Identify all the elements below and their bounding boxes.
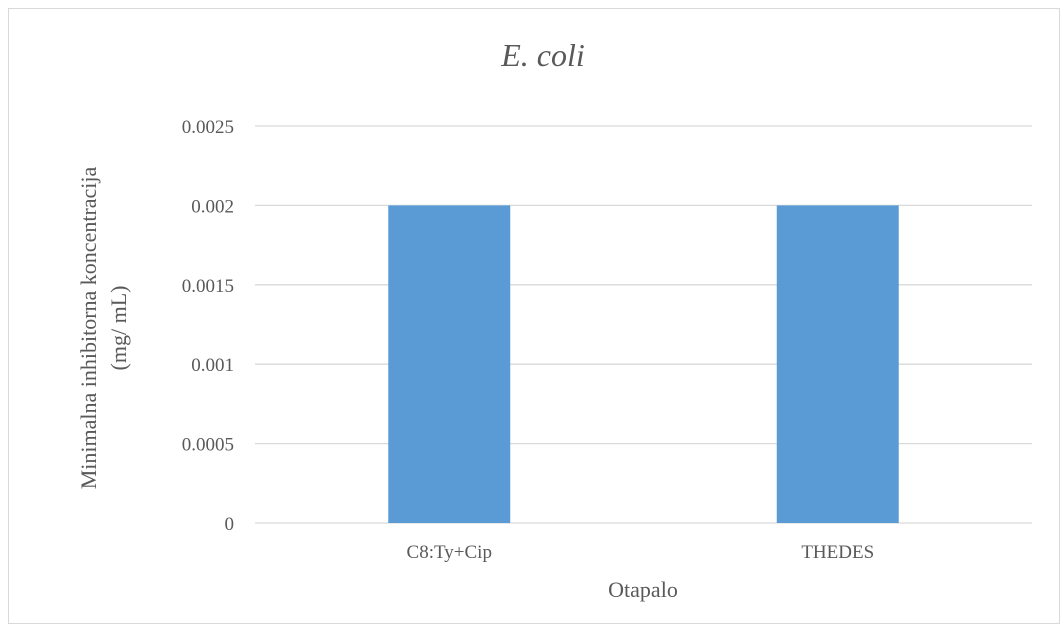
chart-title: E. coli xyxy=(500,37,585,73)
x-tick-label: C8:Ty+Cip xyxy=(407,542,492,563)
y-tick-label: 0.0025 xyxy=(182,117,234,138)
bar xyxy=(388,205,511,523)
x-tick-label: THEDES xyxy=(801,542,874,563)
y-tick-label: 0.001 xyxy=(191,355,234,376)
y-tick-label: 0.0015 xyxy=(182,276,234,297)
y-axis-label-line2: (mg/ mL) xyxy=(106,286,131,371)
y-axis-label-line1: Minimalna inhibitorna koncentracija xyxy=(76,166,101,489)
y-axis-ticks: 0 0.0005 0.001 0.0015 0.002 0.0025 xyxy=(182,117,234,535)
x-axis-label: Otapalo xyxy=(608,577,678,602)
x-axis-ticks: C8:Ty+Cip THEDES xyxy=(407,542,875,563)
bars xyxy=(388,205,899,523)
bar xyxy=(776,205,899,523)
y-tick-label: 0 xyxy=(225,514,235,535)
gridlines xyxy=(255,125,1032,524)
y-tick-label: 0.0005 xyxy=(182,435,234,456)
y-tick-label: 0.002 xyxy=(191,196,234,217)
